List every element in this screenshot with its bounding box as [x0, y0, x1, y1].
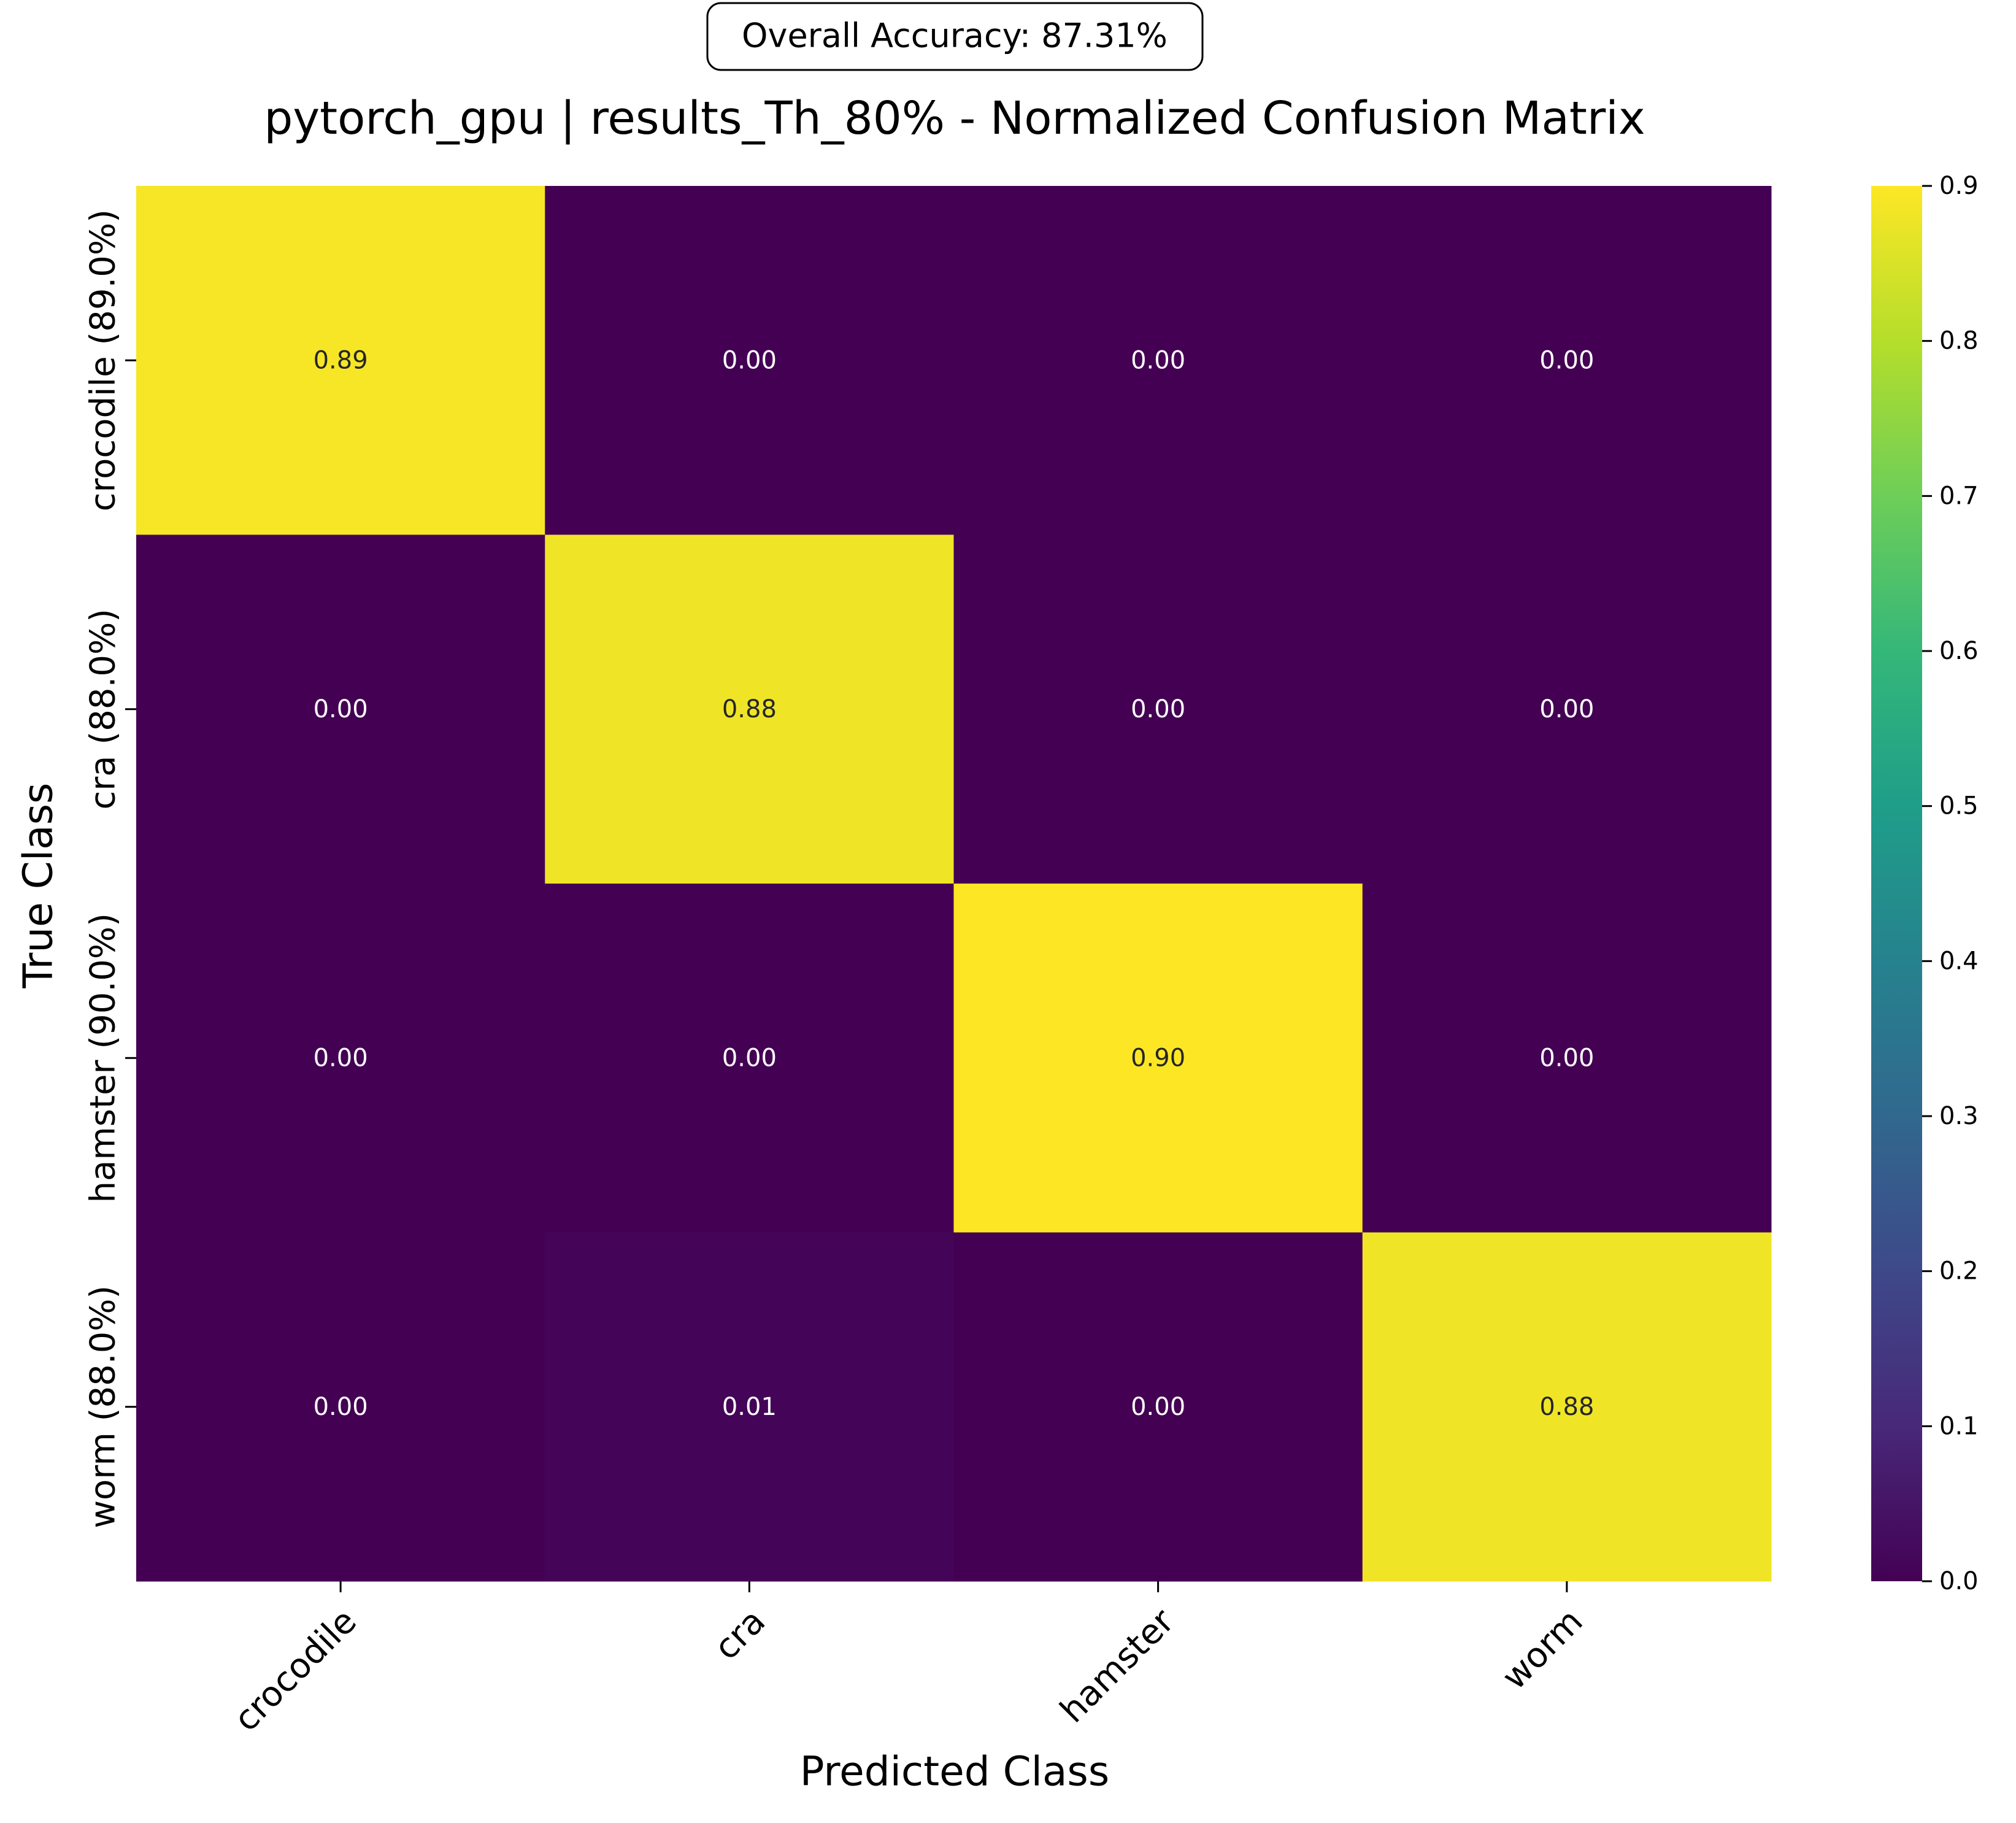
x-axis-ticks: crocodile cra hamster worm — [226, 1581, 1591, 1740]
x-tick-label: cra — [707, 1601, 773, 1668]
heatmap-cell — [1362, 534, 1772, 884]
heatmap-cell — [136, 884, 545, 1233]
colorbar-tick-label: 0.5 — [1939, 792, 1979, 820]
heatmap-cell — [953, 186, 1363, 535]
colorbar-tick-label: 0.9 — [1939, 172, 1979, 200]
heatmap-cell-label: 0.00 — [1131, 695, 1185, 723]
colorbar-tick-label: 0.7 — [1939, 482, 1979, 510]
heatmap-cell-label: 0.00 — [1539, 695, 1594, 723]
colorbar-tick-label: 0.1 — [1939, 1412, 1979, 1440]
heatmap-cell-label: 0.00 — [1539, 346, 1594, 374]
heatmap-cell — [953, 884, 1363, 1233]
colorbar-gradient — [1871, 186, 1922, 1581]
heatmap-cell — [545, 186, 954, 535]
colorbar-ticks: 0.0 0.1 0.2 0.3 0.4 0.5 0.6 0.7 0.8 0.9 — [1922, 172, 1979, 1595]
heatmap-cell-label: 0.00 — [1539, 1044, 1594, 1072]
heatmap-cell — [545, 534, 954, 884]
colorbar: 0.0 0.1 0.2 0.3 0.4 0.5 0.6 0.7 0.8 0.9 — [1871, 172, 1979, 1595]
heatmap-cell-label: 0.01 — [722, 1393, 777, 1421]
heatmap-cell — [953, 534, 1363, 884]
accuracy-annotation: Overall Accuracy: 87.31% — [706, 2, 1204, 71]
heatmap-cell-label: 0.88 — [722, 695, 777, 723]
heatmap-cells — [136, 186, 1772, 1582]
heatmap-cell-label: 0.90 — [1131, 1044, 1185, 1072]
x-tick-label: hamster — [1053, 1601, 1182, 1730]
heatmap-cell — [136, 534, 545, 884]
x-tick-label: crocodile — [226, 1601, 364, 1740]
heatmap-cell-label: 0.00 — [1131, 1393, 1185, 1421]
heatmap-cell — [136, 186, 545, 535]
heatmap-cell — [953, 1232, 1363, 1582]
chart-title: pytorch_gpu | results_Th_80% - Normalize… — [264, 92, 1645, 145]
colorbar-tick-label: 0.8 — [1939, 327, 1979, 355]
heatmap-cell-label: 0.88 — [1539, 1393, 1594, 1421]
colorbar-tick-label: 0.4 — [1939, 947, 1979, 975]
colorbar-tick-label: 0.3 — [1939, 1102, 1979, 1130]
y-tick-label: cra (88.0%) — [83, 609, 123, 810]
heatmap-cell-labels: 0.89 0.00 0.00 0.00 0.00 0.88 0.00 0.00 0.00 0.00… — [314, 346, 1595, 1421]
heatmap-cell — [1362, 884, 1772, 1233]
accuracy-annotation-box — [706, 2, 1204, 71]
heatmap-cell-label: 0.00 — [722, 1044, 777, 1072]
colorbar-tick-label: 0.0 — [1939, 1567, 1979, 1595]
heatmap-cell — [136, 1232, 545, 1582]
colorbar-tick-label: 0.2 — [1939, 1257, 1979, 1285]
y-axis-label: True Class — [15, 783, 62, 989]
x-tick-label: worm — [1495, 1601, 1591, 1698]
heatmap-cell — [545, 884, 954, 1233]
y-tick-label: hamster (90.0%) — [83, 913, 123, 1203]
heatmap-cell-label: 0.89 — [314, 346, 368, 374]
y-tick-label: worm (88.0%) — [83, 1285, 123, 1528]
heatmap-cell-label: 0.00 — [314, 1393, 368, 1421]
heatmap-cell-label: 0.00 — [314, 695, 368, 723]
heatmap-cell-label: 0.00 — [314, 1044, 368, 1072]
heatmap-cell — [1362, 186, 1772, 535]
heatmap-cell-label: 0.00 — [722, 346, 777, 374]
heatmap-cell — [1362, 1232, 1772, 1582]
y-axis-ticks: crocodile (89.0%) cra (88.0%) hamster (90.… — [83, 209, 136, 1528]
x-axis-label: Predicted Class — [800, 1748, 1109, 1795]
y-tick-label: crocodile (89.0%) — [83, 209, 123, 511]
heatmap-cell-label: 0.00 — [1131, 346, 1185, 374]
accuracy-annotation-text: Overall Accuracy: 87.31% — [742, 17, 1168, 55]
heatmap-cell — [545, 1232, 954, 1582]
colorbar-tick-label: 0.6 — [1939, 637, 1979, 665]
